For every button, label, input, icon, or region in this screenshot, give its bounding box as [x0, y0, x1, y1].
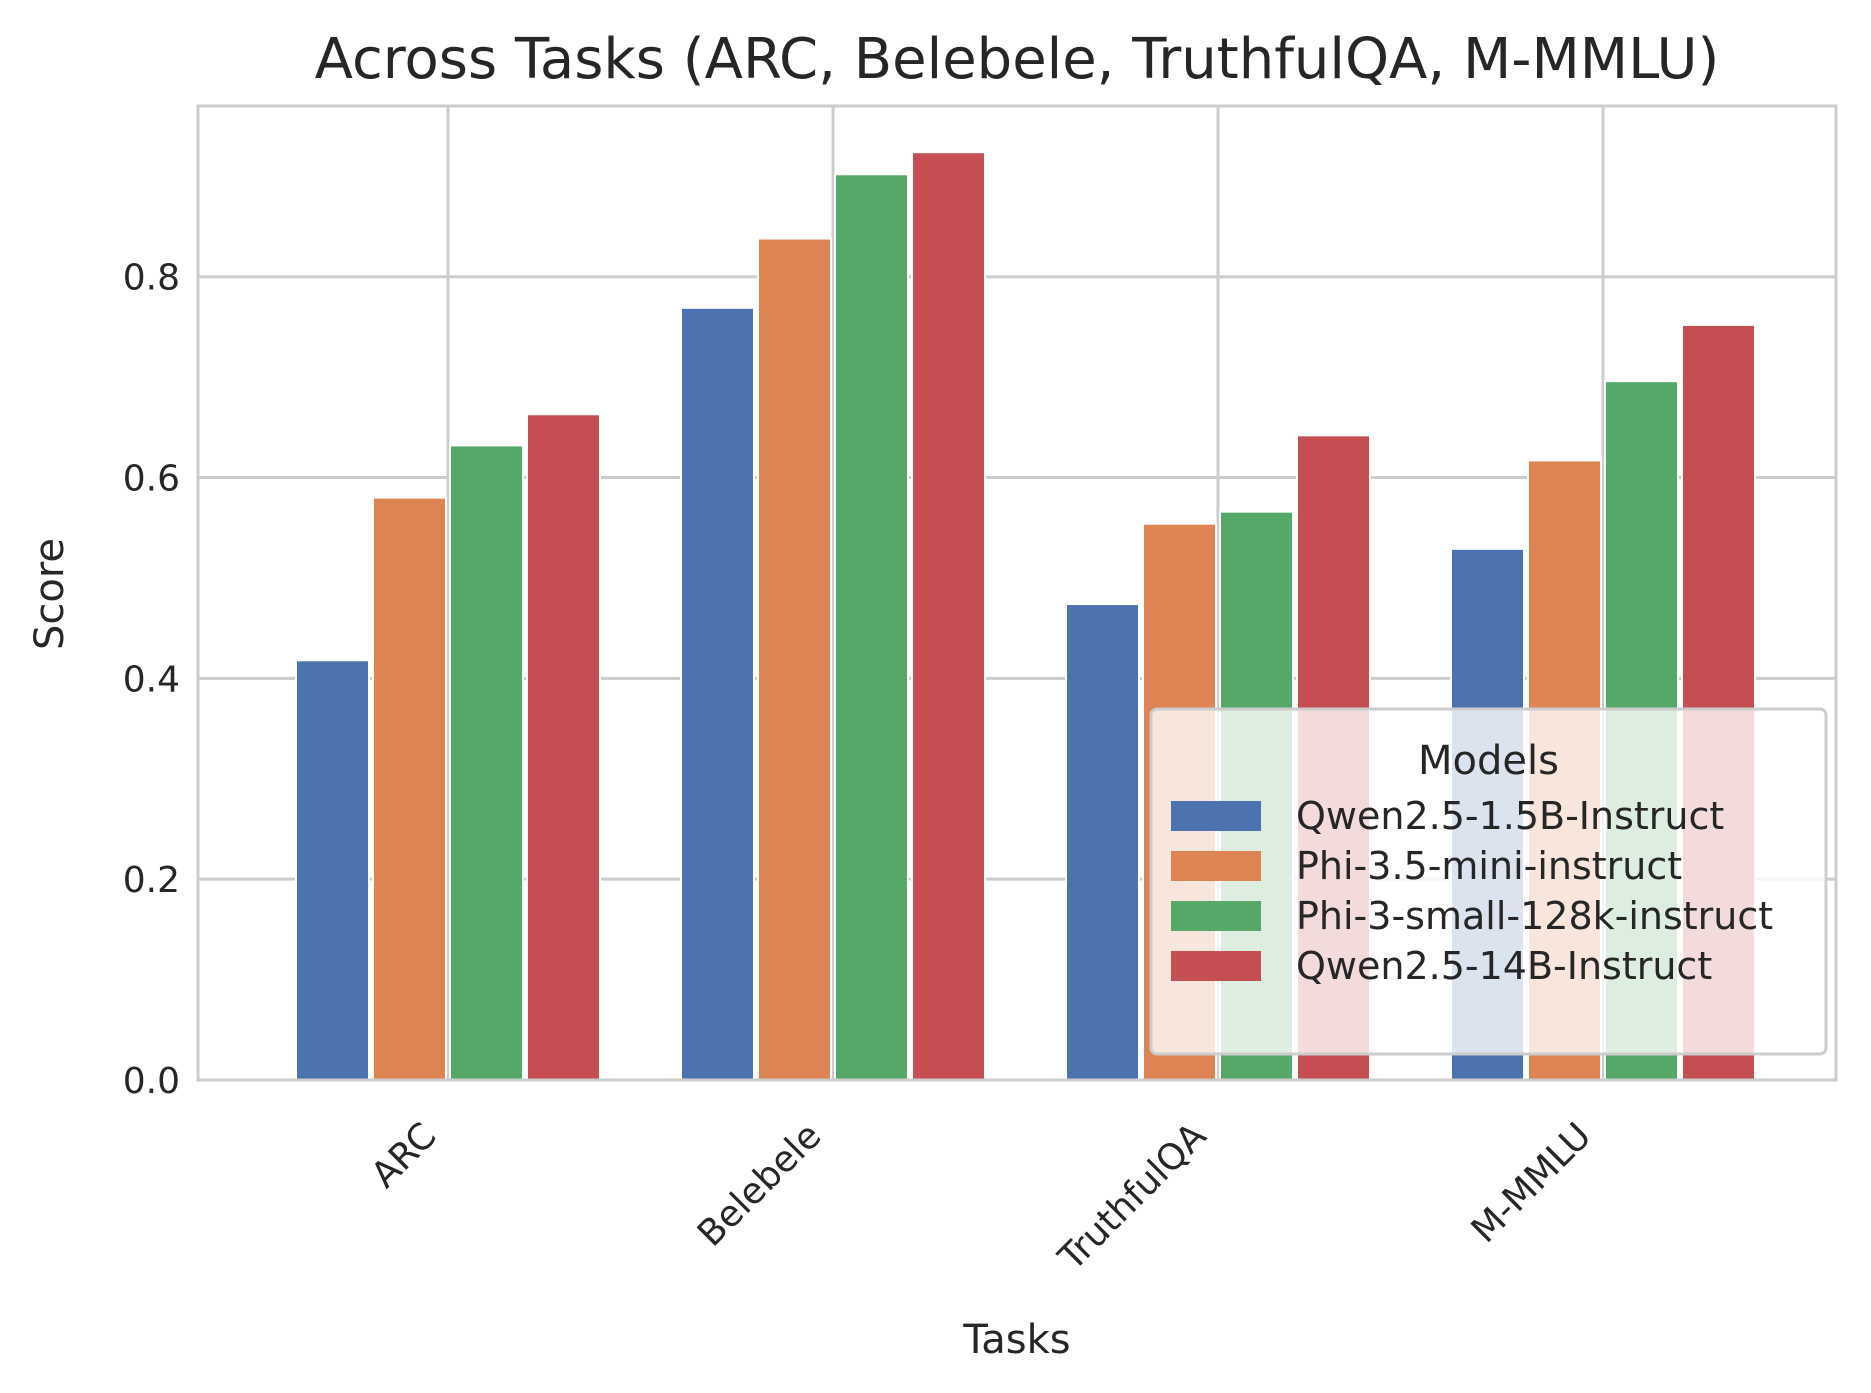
- legend-swatch: [1171, 901, 1261, 931]
- x-tick-labels: ARC Belebele TruthfulQA M-MMLU: [364, 1115, 1600, 1279]
- y-tick-labels: 0.0 0.2 0.4 0.6 0.8: [123, 258, 180, 1102]
- y-tick-label: 0.6: [123, 459, 180, 500]
- chart-title: Across Tasks (ARC, Belebele, TruthfulQA,…: [315, 27, 1720, 92]
- bar-arc-0: [295, 659, 370, 1082]
- bar-arc-1: [372, 496, 447, 1081]
- bar-belebele-2: [834, 173, 909, 1082]
- legend-title: Models: [1418, 738, 1559, 784]
- x-tick-label: ARC: [364, 1115, 445, 1196]
- legend-box: [1149, 707, 1828, 1056]
- legend-entry-label: Phi-3.5-mini-instruct: [1296, 844, 1682, 888]
- bar-belebele-0: [680, 306, 755, 1081]
- y-tick-label: 0.8: [123, 258, 180, 299]
- legend-swatch: [1171, 801, 1261, 831]
- x-axis-label: Tasks: [962, 1317, 1070, 1363]
- legend-entry-label: Qwen2.5-1.5B-Instruct: [1296, 794, 1724, 838]
- legend-entry-label: Qwen2.5-14B-Instruct: [1296, 944, 1712, 988]
- y-tick-label: 0.2: [123, 860, 180, 901]
- y-tick-label: 0.4: [123, 659, 180, 700]
- y-tick-label: 0.0: [123, 1061, 180, 1102]
- bar-arc-2: [449, 444, 524, 1082]
- bar-truthfulqa-0: [1065, 603, 1140, 1081]
- legend-swatch: [1171, 851, 1261, 881]
- plot-frame: [196, 104, 1838, 1082]
- x-tick-label: TruthfulQA: [1051, 1115, 1215, 1279]
- legend-swatch: [1171, 951, 1261, 981]
- bar-belebele-1: [757, 237, 832, 1082]
- legend: Models Qwen2.5-1.5B-Instruct Phi-3.5-mini-…: [1149, 707, 1828, 1056]
- x-tick-label: M-MMLU: [1464, 1115, 1600, 1251]
- y-axis-label: Score: [27, 538, 73, 650]
- legend-entry-label: Phi-3-small-128k-instruct: [1296, 894, 1773, 938]
- bar-arc-3: [526, 413, 601, 1081]
- x-tick-label: Belebele: [690, 1115, 829, 1254]
- bar-belebele-3: [911, 151, 986, 1081]
